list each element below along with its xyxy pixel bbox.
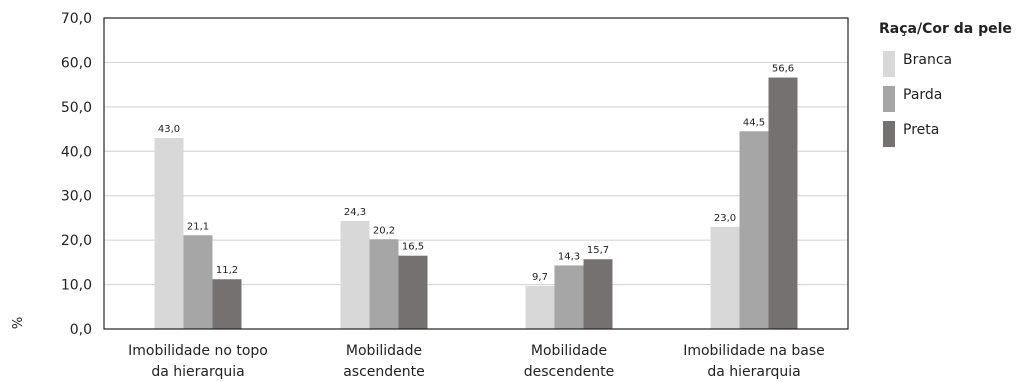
data-label: 43,0 [158, 124, 180, 135]
data-label: 21,1 [187, 221, 209, 232]
legend-swatch-preta [883, 121, 895, 147]
bar-preta [768, 77, 798, 329]
bar-preta [212, 279, 242, 329]
plot-frame [103, 17, 849, 330]
y-tick-label: 70,0 [61, 11, 92, 27]
data-label: 20,2 [373, 225, 395, 236]
data-label: 23,0 [714, 213, 736, 224]
x-category-label: da hierarquia [707, 364, 800, 380]
legend-label-preta: Preta [903, 122, 939, 138]
bar-parda [739, 131, 769, 329]
x-category-label: Mobilidade [531, 343, 607, 359]
bar-preta [583, 259, 613, 329]
legend-label-parda: Parda [903, 87, 942, 103]
bars: 43,0 21,1 11,2 24,3 20,2 16,5 9,7 14,3 15,7 23,0 4… [154, 64, 798, 329]
data-label: 16,5 [402, 242, 424, 253]
bar-branca [340, 221, 370, 329]
y-tick-label: 40,0 [61, 144, 92, 160]
data-label: 15,7 [587, 245, 609, 256]
bar-branca [154, 137, 184, 329]
y-tick-label: 0,0 [70, 322, 92, 338]
x-category-label: descendente [524, 364, 614, 380]
legend: Raça/Cor da pele Branca Parda Preta [879, 21, 1012, 147]
data-label: 24,3 [344, 207, 366, 218]
legend-swatch-parda [883, 86, 895, 112]
bar-parda [183, 235, 213, 329]
y-tick-label: 30,0 [61, 189, 92, 205]
bar-parda [554, 265, 584, 329]
bar-branca [525, 285, 555, 329]
data-label: 9,7 [532, 272, 548, 283]
y-axis-label: % [11, 317, 26, 329]
legend-swatch-branca [883, 51, 895, 77]
legend-label-branca: Branca [903, 52, 952, 68]
x-category-label: da hierarquia [151, 364, 244, 380]
data-label: 11,2 [216, 265, 238, 276]
y-tick-label: 10,0 [61, 278, 92, 294]
bar-parda [369, 239, 399, 329]
x-category-label: Mobilidade [346, 343, 422, 359]
data-label: 14,3 [558, 251, 580, 262]
x-category-label: Imobilidade na base [683, 343, 825, 359]
data-label: 44,5 [743, 117, 765, 128]
y-tick-label: 50,0 [61, 100, 92, 116]
axes: 0,0 10,0 20,0 30,0 40,0 50,0 60,0 70,0 Imobilida… [61, 11, 849, 380]
y-tick-label: 60,0 [61, 55, 92, 71]
y-tick-label: 20,0 [61, 233, 92, 249]
bar-branca [710, 226, 740, 329]
legend-title: Raça/Cor da pele [879, 21, 1012, 37]
bar-preta [398, 255, 428, 329]
x-category-label: ascendente [343, 364, 425, 380]
data-label: 56,6 [772, 64, 794, 75]
x-category-label: Imobilidade no topo [128, 343, 268, 359]
